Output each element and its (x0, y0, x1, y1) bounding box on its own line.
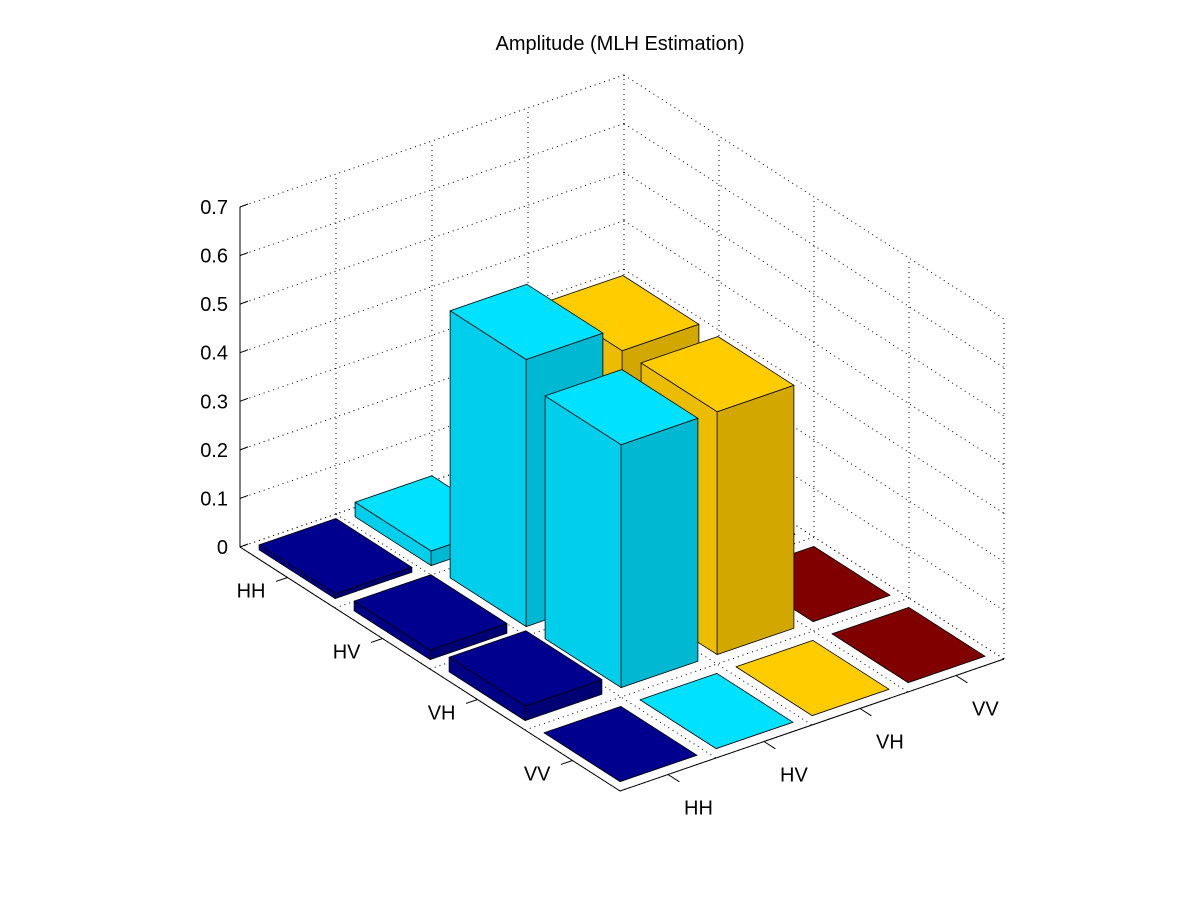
col-tick (859, 708, 872, 717)
z-tick (239, 494, 249, 499)
z-grid-line-back (239, 171, 625, 305)
bar-VH-HH (448, 630, 603, 721)
col-tick-label: VV (972, 699, 999, 721)
z-tick (239, 397, 249, 402)
col-tick-label: HH (684, 798, 713, 820)
z-tick-label: 0.5 (200, 294, 228, 316)
bar-top-face (448, 630, 603, 707)
z-tick (239, 543, 249, 548)
row-tick (275, 577, 288, 582)
col-tick (955, 675, 968, 684)
col-tick-label: VH (876, 732, 904, 754)
z-tick-label: 0.2 (200, 440, 228, 462)
z-tick-label: 0.4 (200, 343, 228, 365)
row-tick (465, 699, 478, 704)
bar-VV-VH (735, 640, 890, 716)
z-grid-line-back (239, 74, 625, 208)
z-tick-label: 0.1 (200, 488, 228, 510)
z-grid-line-right (623, 171, 1005, 417)
bar-top-face (258, 518, 413, 595)
z-tick-label: 0 (217, 537, 228, 559)
col-tick-label: HV (780, 765, 808, 787)
chart-title: Amplitude (MLH Estimation) (496, 33, 745, 55)
row-tick-label: HV (333, 642, 361, 664)
z-grid-line-right (623, 220, 1005, 466)
row-axis-line (239, 546, 621, 792)
bar-VV-VV (831, 607, 986, 683)
col-tick (667, 774, 680, 783)
bar-VV-HH (543, 706, 698, 782)
bar-top-face (831, 607, 986, 683)
axes (239, 203, 1005, 792)
bars (258, 275, 986, 782)
bar-top-face (735, 640, 890, 716)
col-axis-line (619, 658, 1005, 792)
z-tick (239, 349, 249, 354)
z-tick-label: 0.6 (200, 246, 228, 268)
bar-top-face (640, 336, 795, 413)
z-tick (239, 446, 249, 451)
z-grid-line-right (623, 74, 1005, 320)
row-tick-label: VV (524, 764, 551, 786)
bar-front-face (716, 384, 795, 655)
z-tick-label: 0.7 (200, 197, 228, 219)
z-tick (239, 203, 249, 208)
bar-HH-HH (258, 518, 413, 599)
bar-VH-HV (544, 369, 699, 688)
bar-left-face (449, 310, 527, 627)
row-tick-label: HH (237, 581, 266, 603)
bar-top-face (544, 369, 699, 446)
z-tick (239, 300, 249, 305)
bar-top-face (543, 706, 698, 782)
row-tick (370, 638, 383, 643)
bar-left-face (544, 395, 622, 688)
bar-top-face (639, 673, 794, 749)
z-tick (239, 252, 249, 257)
z-tick-label: 0.3 (200, 391, 228, 413)
bar-front-face (620, 417, 699, 688)
z-grid-line-right (623, 123, 1005, 368)
bar-top-face (353, 574, 508, 651)
row-tick-label: VH (428, 703, 456, 725)
bar-VV-HV (639, 673, 794, 749)
bar-top-face (449, 283, 604, 360)
bar-HV-HH (353, 574, 508, 660)
col-tick (763, 741, 776, 750)
row-tick (560, 760, 573, 765)
tick-labels: 0 0.1 0.2 0.3 0.4 0.5 0.6 0.7 HH HV VH VV HH HV VH VV (200, 197, 999, 820)
